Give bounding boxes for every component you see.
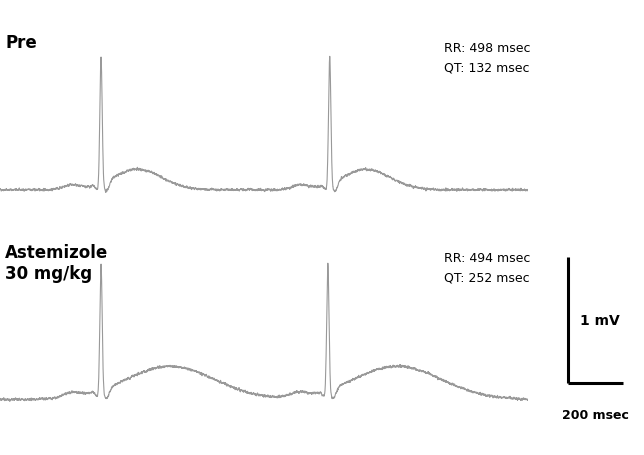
Text: 200 msec: 200 msec [562, 408, 629, 421]
Text: RR: 498 msec
QT: 132 msec: RR: 498 msec QT: 132 msec [444, 42, 530, 74]
Text: Astemizole
30 mg/kg: Astemizole 30 mg/kg [5, 243, 109, 282]
Text: Pre: Pre [5, 34, 37, 52]
Text: RR: 494 msec
QT: 252 msec: RR: 494 msec QT: 252 msec [444, 252, 530, 283]
Text: 1 mV: 1 mV [580, 313, 620, 328]
